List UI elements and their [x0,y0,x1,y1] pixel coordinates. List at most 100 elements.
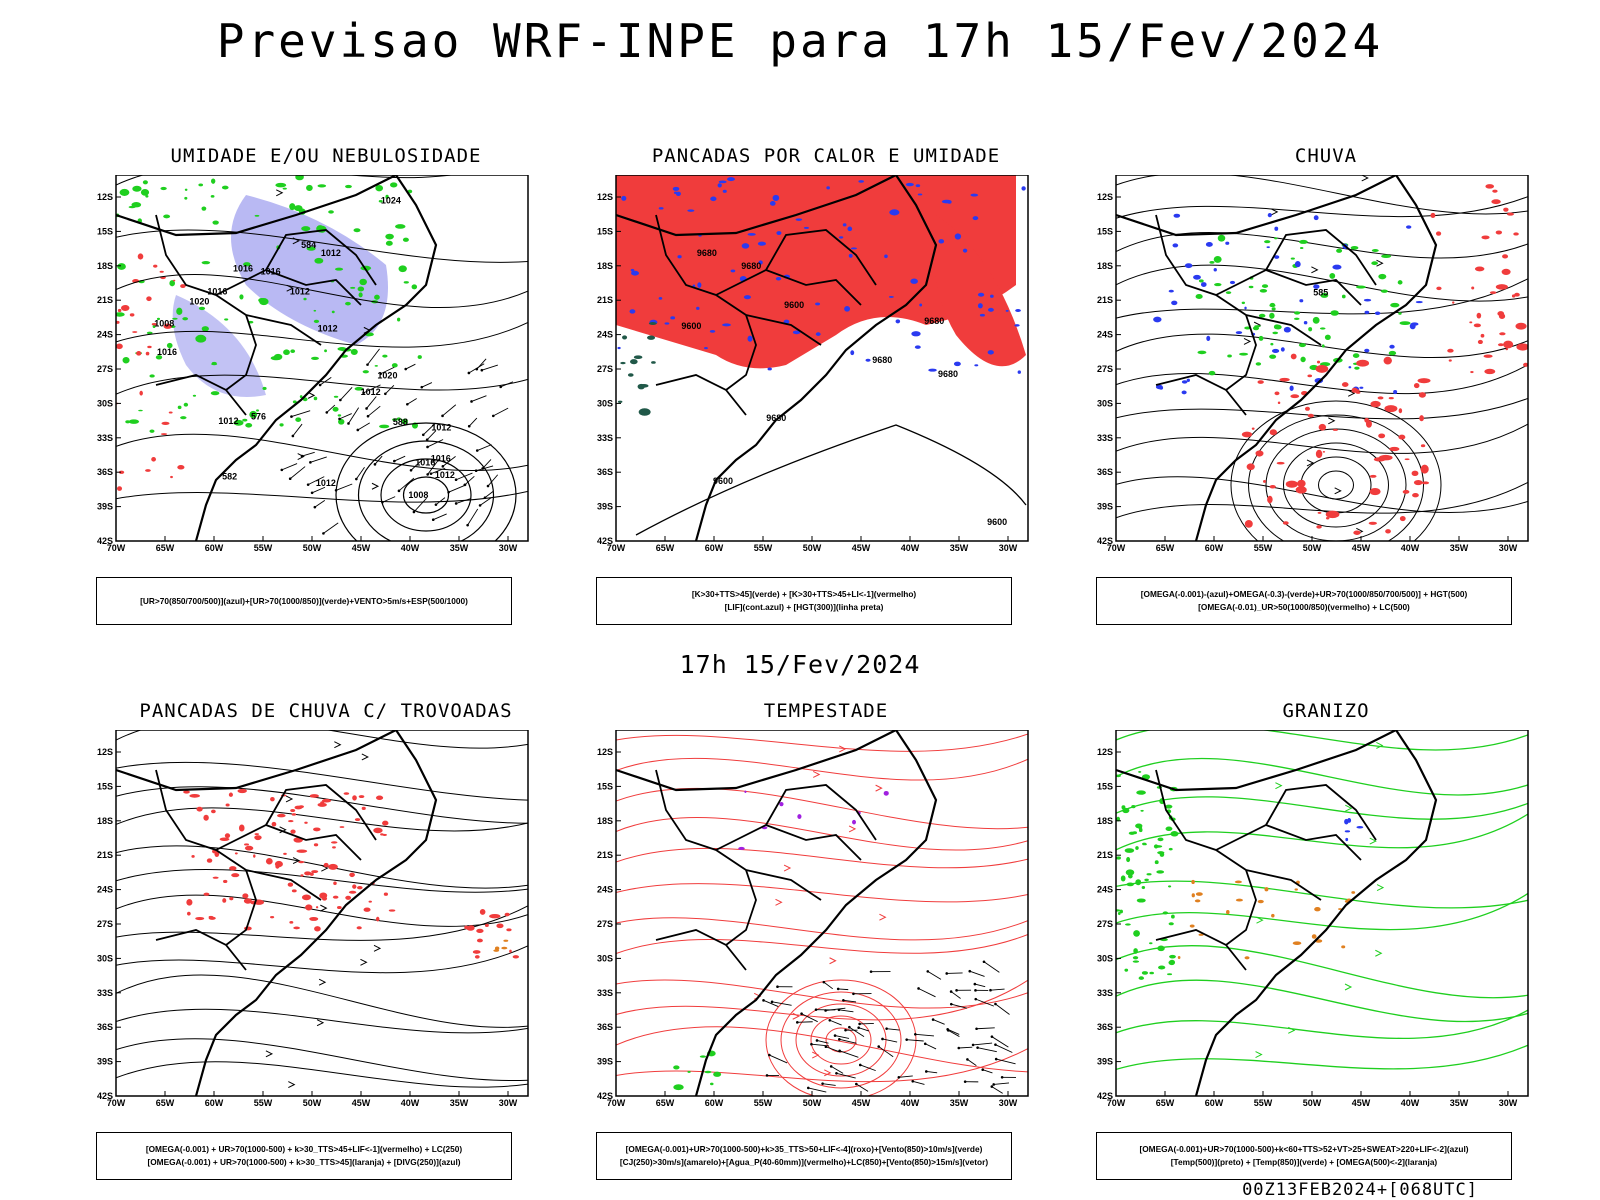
map-fields [116,730,528,1096]
lon-label: 50W [803,1098,822,1108]
wind-vector [974,983,986,988]
streamline-arrow [1306,459,1315,467]
field-patch [291,813,297,816]
field-patch [1356,826,1364,829]
field-patch [125,420,131,424]
wind-vector [836,1072,856,1079]
field-patch [910,278,918,284]
field-patch [161,421,170,426]
field-patch [291,889,297,893]
legend-line: [Temp(500)](preto) + [Temp(850)](verde) … [1170,1157,1438,1167]
field-patch [658,297,663,300]
field-patch [1412,493,1419,498]
field-patch [709,1082,714,1086]
lat-label: 18S [97,261,113,271]
wind-vector-head [466,523,469,527]
field-patch [375,184,384,192]
lat-label: 30S [1097,953,1113,963]
streamline [616,787,1028,830]
field-patch [717,183,722,188]
streamline [1116,1009,1528,1039]
field-patch [1344,830,1351,833]
contour-label: 9600 [681,321,701,331]
lat-label: 39S [1097,1057,1113,1067]
lat-label: 15S [597,226,613,236]
field-patch [330,841,338,844]
streamline [1116,757,1528,796]
wind-vector [886,1028,900,1031]
field-patch [1398,312,1402,315]
contour [1248,414,1424,541]
contour-label: 588 [393,417,408,427]
field-patch [1138,827,1143,833]
streamline-arrow [1256,916,1264,924]
streamline [1116,892,1528,931]
field-patch [1270,342,1274,346]
field-patch [1246,463,1255,471]
field-patch [1264,887,1269,892]
streamline [616,733,1028,752]
field-patch [1271,913,1275,918]
panel-legend: [OMEGA(-0.001) + UR>70(1000-500) + k>30_… [96,1132,512,1180]
field-patch [1355,285,1366,289]
field-patch [349,872,355,877]
streamline-arrow [775,898,783,906]
wind-vector-head [310,491,314,495]
field-patch [704,1070,712,1074]
streamline-arrow [1288,1026,1296,1034]
field-patch [156,317,160,321]
field-patch [620,361,626,365]
field-patch [358,795,365,799]
lat-label: 30S [97,398,113,408]
contour-label: 1024 [381,196,401,206]
field-patch [744,790,747,794]
field-patch [1217,234,1226,242]
contour-label: 1012 [321,248,341,258]
lat-label: 27S [97,364,113,374]
field-patch [1157,837,1164,842]
field-patch [1269,485,1276,489]
field-patch [1298,239,1308,244]
wind-vector-head [949,990,953,993]
field-patch [1503,340,1514,349]
wind-vector [366,396,377,409]
field-patch [797,814,802,819]
field-patch [1213,255,1222,263]
lon-label: 55W [254,1098,273,1108]
lon-label: 55W [754,1098,773,1108]
streamline [1116,423,1528,454]
field-patch [895,319,901,324]
lat-label: 36S [1097,1022,1113,1032]
field-patch [1484,368,1496,375]
legend-line: [LIF](cont.azul) + [HGT(300)](linha pret… [724,602,884,612]
field-patch [1315,364,1329,373]
field-patch [1511,294,1516,298]
wind-vector-head [926,970,930,973]
field-patch [741,243,750,249]
field-patch [1452,301,1455,304]
wind-vector [482,459,492,469]
field-patch [1168,847,1173,851]
field-patch [1251,427,1255,430]
country-borders [155,769,377,971]
field-patch [1341,382,1349,387]
wind-vector-head [897,1075,901,1079]
field-patch [795,218,803,221]
wind-vector-head [355,477,358,481]
lat-label: 33S [97,988,113,998]
lat-label: 33S [597,433,613,443]
wind-vector-head [946,1028,949,1031]
field-patch [673,1065,680,1070]
wind-vector-head [379,372,382,376]
field-patch [219,837,230,841]
field-patch [1191,879,1195,885]
field-patch [1128,831,1136,835]
lon-label: 65W [1156,1098,1175,1108]
field-patch [1259,288,1268,293]
field-patch [775,276,782,281]
field-patch [1505,348,1509,351]
field-patch [385,194,389,200]
field-patch [160,433,168,436]
field-patch [990,294,994,298]
